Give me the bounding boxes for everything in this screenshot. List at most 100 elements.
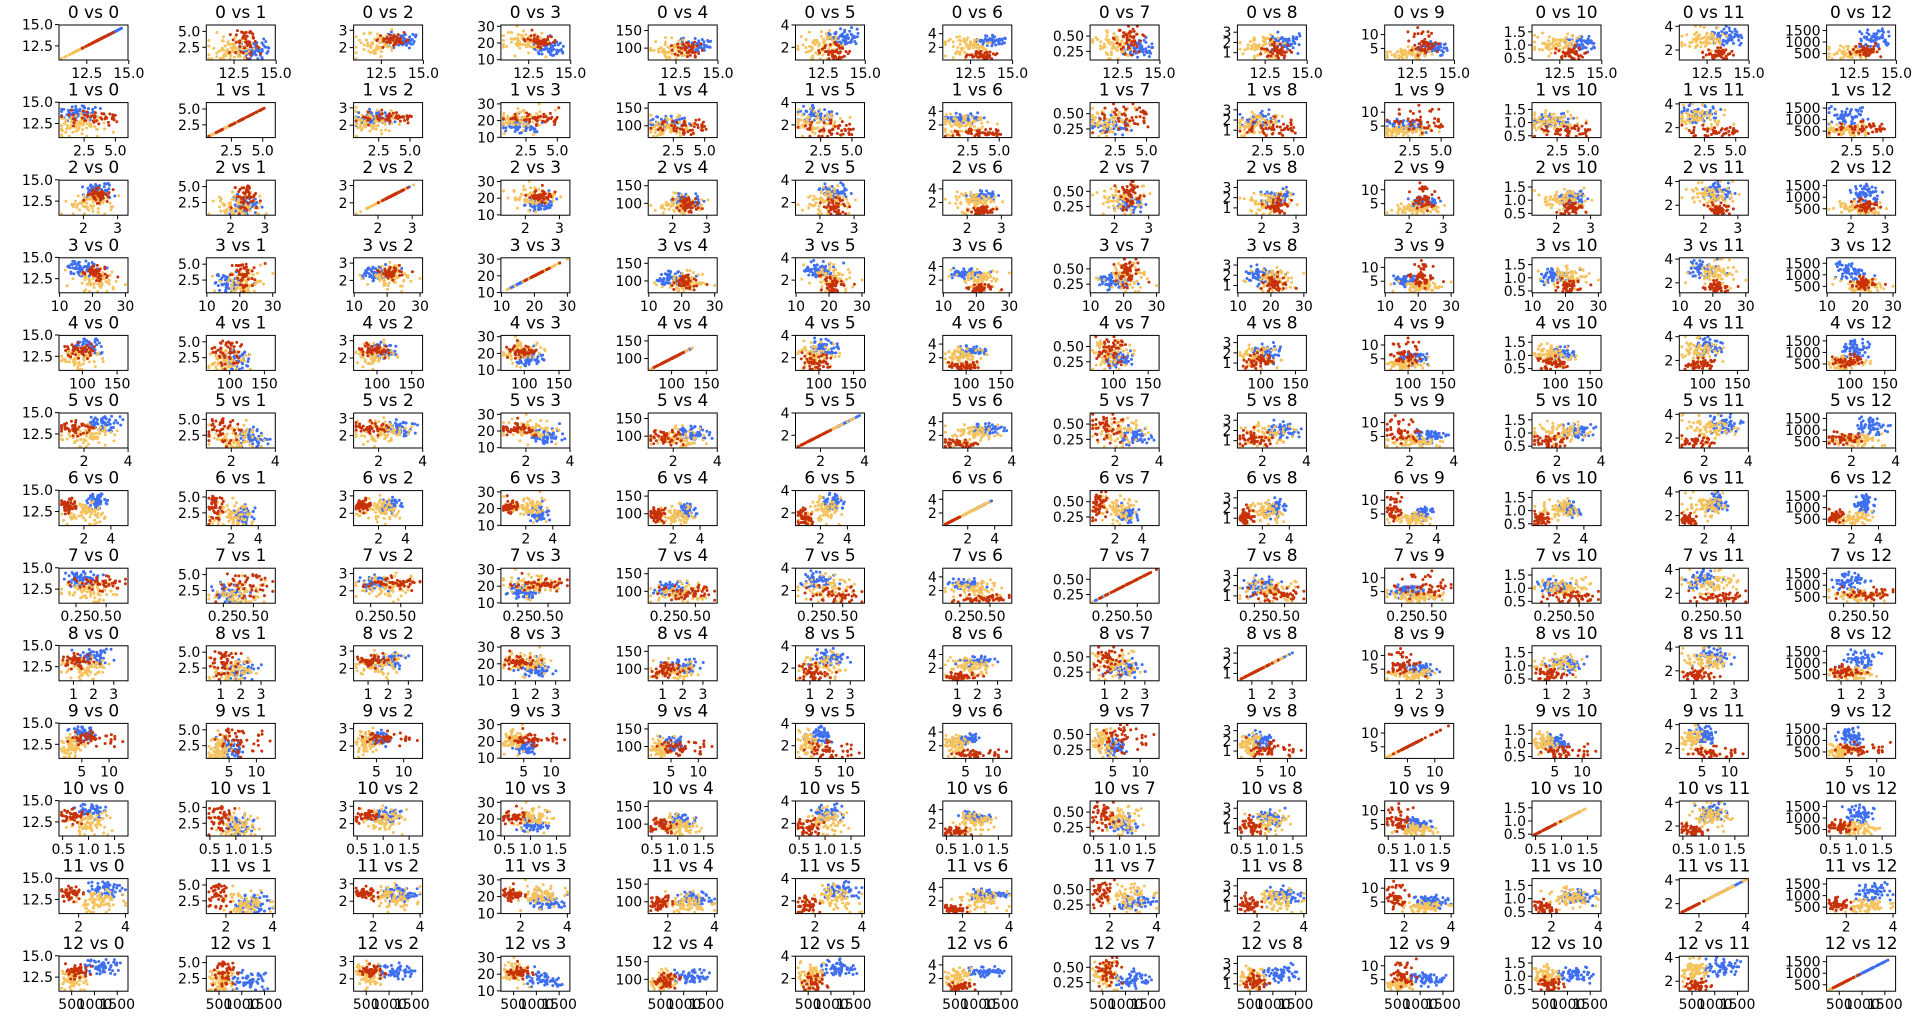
data-point	[225, 54, 228, 57]
data-point	[76, 49, 79, 52]
data-point	[670, 53, 673, 56]
data-point	[548, 48, 551, 51]
data-point	[380, 55, 383, 58]
data-point	[524, 33, 527, 36]
data-point	[502, 39, 505, 42]
data-point	[507, 31, 510, 34]
data-point	[698, 45, 701, 48]
data-point	[839, 27, 842, 30]
data-point	[222, 49, 225, 52]
x-tick-label: 12.5	[218, 66, 249, 82]
data-point	[234, 46, 237, 49]
data-point	[215, 55, 218, 58]
data-point	[403, 31, 406, 34]
data-point	[228, 51, 231, 54]
data-point	[251, 33, 254, 36]
data-point	[226, 42, 229, 45]
panel-title: 0 vs 1	[215, 3, 266, 23]
data-point	[543, 48, 546, 51]
data-point	[517, 43, 520, 46]
data-point	[521, 43, 524, 46]
data-point	[379, 34, 382, 37]
data-point	[238, 41, 241, 44]
data-point	[382, 37, 385, 40]
data-point	[245, 40, 248, 43]
data-point	[513, 54, 516, 57]
y-tick-label: 12.5	[22, 39, 53, 55]
data-point	[514, 37, 517, 40]
x-tick-label: 15.0	[261, 66, 292, 82]
y-tick-label: 100	[615, 41, 642, 57]
data-point	[376, 33, 379, 36]
data-point	[222, 55, 225, 58]
data-point	[510, 41, 513, 44]
data-point	[413, 40, 416, 43]
data-point	[850, 26, 853, 29]
data-point	[834, 37, 837, 40]
data-point	[811, 47, 814, 50]
y-tick-label: 10	[477, 53, 495, 69]
data-point	[399, 41, 402, 44]
data-point	[533, 37, 536, 40]
panel-title: 0 vs 3	[510, 3, 561, 23]
data-point	[805, 51, 808, 54]
data-point	[649, 49, 652, 52]
data-point	[674, 53, 677, 56]
data-point	[654, 40, 657, 43]
data-point	[834, 31, 837, 34]
y-tick-label: 30	[477, 19, 495, 35]
data-point	[235, 41, 238, 44]
data-point	[502, 43, 505, 46]
y-tick-label: 2	[339, 41, 348, 57]
panel-0-vs-3: 0 vs 310203012.5 15.0	[477, 3, 586, 82]
data-point	[680, 47, 683, 50]
data-point	[847, 36, 850, 39]
panel-0-vs-0: 0 vs 012.515.012.5 15.0	[22, 3, 145, 82]
data-point	[376, 44, 379, 47]
data-point	[536, 38, 539, 41]
data-point	[693, 41, 696, 44]
x-tick-label: 12.5	[71, 66, 102, 82]
data-point	[670, 44, 673, 47]
x-tick-label: 15.0	[555, 66, 586, 82]
y-tick-label: 2.5	[178, 40, 200, 56]
data-point	[821, 53, 824, 56]
data-point	[522, 30, 525, 33]
panel-0-vs-1: 0 vs 12.55.012.5 15.0	[178, 3, 292, 82]
data-point	[820, 30, 823, 33]
data-point	[687, 51, 690, 54]
data-point	[517, 39, 520, 42]
data-point	[259, 52, 262, 55]
data-point	[857, 32, 860, 35]
data-point	[680, 52, 683, 55]
data-point	[63, 56, 66, 59]
panel-title: 0 vs 0	[68, 3, 119, 23]
data-point	[552, 41, 555, 44]
panel-0-vs-5: 0 vs 52412.5 15.0	[781, 3, 881, 82]
data-point	[856, 28, 859, 31]
data-point	[207, 44, 210, 47]
data-point	[363, 48, 366, 51]
data-point	[855, 42, 858, 45]
data-point	[814, 43, 817, 46]
data-point	[410, 43, 413, 46]
data-point	[267, 46, 270, 49]
data-point	[68, 53, 71, 56]
data-point	[254, 40, 257, 43]
data-point	[676, 43, 679, 46]
data-point	[207, 39, 210, 42]
data-point	[222, 35, 225, 38]
data-point	[802, 44, 805, 47]
data-point	[539, 40, 542, 43]
data-point	[262, 38, 265, 41]
data-point	[224, 45, 227, 48]
data-point	[369, 51, 372, 54]
data-point	[856, 35, 859, 38]
data-point	[664, 55, 667, 58]
data-point	[235, 33, 238, 36]
data-point	[374, 51, 377, 54]
data-point	[841, 33, 844, 36]
data-point	[360, 41, 363, 44]
data-point	[414, 35, 417, 38]
data-point	[390, 28, 393, 31]
